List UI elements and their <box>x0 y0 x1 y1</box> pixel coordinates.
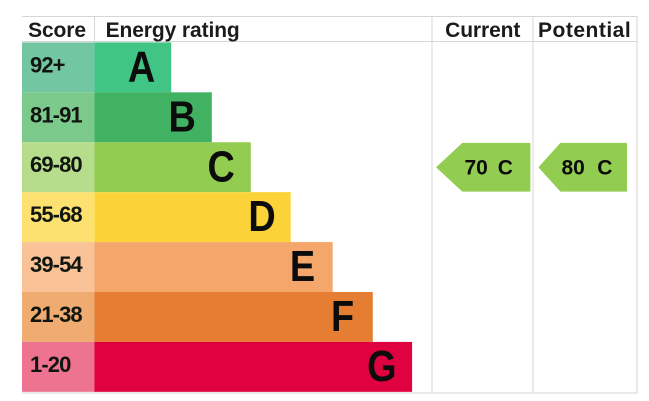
svg-text:B: B <box>169 92 196 141</box>
svg-text:39-54: 39-54 <box>30 252 83 277</box>
svg-text:A: A <box>128 42 155 91</box>
svg-text:Current: Current <box>445 19 520 42</box>
svg-text:80C: 80 C <box>562 156 613 179</box>
svg-text:21-38: 21-38 <box>30 302 82 327</box>
svg-text:Energy rating: Energy rating <box>106 19 240 42</box>
svg-text:Score: Score <box>28 19 86 42</box>
svg-text:G: G <box>367 341 396 390</box>
svg-text:55-68: 55-68 <box>30 202 82 227</box>
svg-text:92+: 92+ <box>30 52 65 77</box>
svg-text:D: D <box>248 192 275 241</box>
svg-text:E: E <box>290 242 315 291</box>
svg-text:Potential: Potential <box>538 19 631 42</box>
svg-text:70C: 70 C <box>465 156 513 179</box>
svg-text:F: F <box>331 292 354 341</box>
svg-text:69-80: 69-80 <box>30 152 82 177</box>
svg-text:1-20: 1-20 <box>30 352 71 377</box>
svg-text:81-91: 81-91 <box>30 102 82 127</box>
svg-text:C: C <box>208 142 235 191</box>
